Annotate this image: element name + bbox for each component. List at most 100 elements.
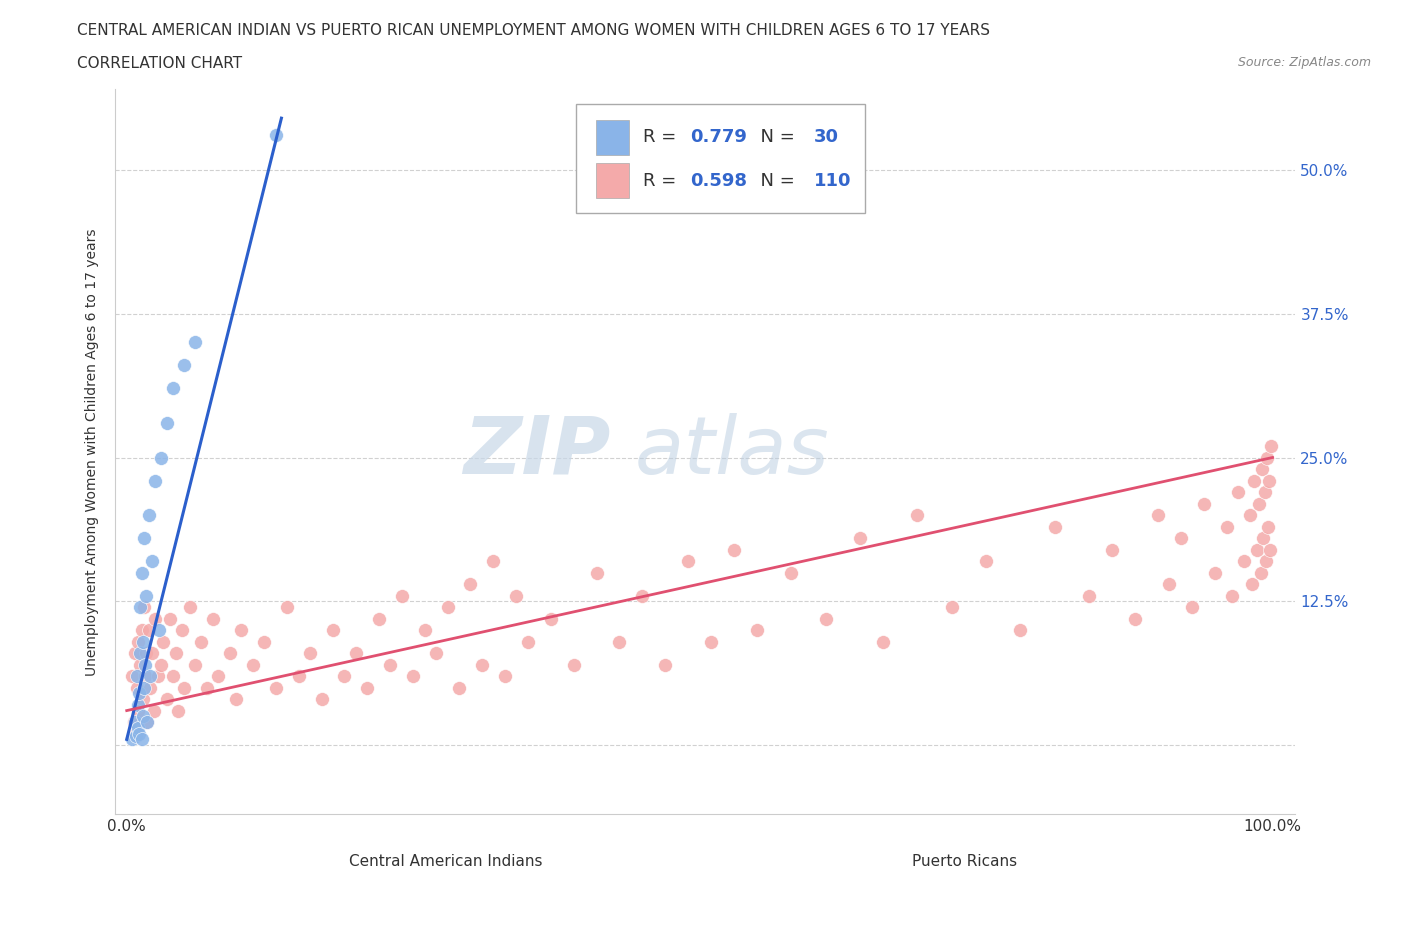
Point: [276, 600, 298, 615]
Point: [974, 553, 997, 568]
Text: CENTRAL AMERICAN INDIAN VS PUERTO RICAN UNEMPLOYMENT AMONG WOMEN WITH CHILDREN A: CENTRAL AMERICAN INDIAN VS PUERTO RICAN …: [77, 23, 990, 38]
Text: Puerto Ricans: Puerto Ricans: [912, 854, 1018, 869]
Point: [128, 726, 150, 741]
Text: Central American Indians: Central American Indians: [349, 854, 543, 869]
Point: [299, 645, 322, 660]
Point: [138, 622, 160, 637]
Point: [128, 686, 150, 701]
Point: [562, 658, 585, 672]
Point: [129, 658, 152, 672]
Point: [631, 588, 654, 603]
Point: [173, 358, 195, 373]
Point: [136, 714, 159, 729]
Point: [264, 128, 287, 143]
Point: [145, 473, 167, 488]
Point: [138, 680, 160, 695]
Point: [131, 732, 153, 747]
Point: [745, 622, 768, 637]
Point: [436, 600, 458, 615]
FancyBboxPatch shape: [596, 120, 628, 154]
Point: [253, 634, 276, 649]
Point: [447, 680, 470, 695]
Point: [138, 508, 160, 523]
Point: [1257, 519, 1279, 534]
Point: [1123, 611, 1146, 626]
Point: [127, 634, 149, 649]
Point: [1170, 531, 1192, 546]
Point: [1253, 531, 1275, 546]
Point: [131, 622, 153, 637]
Point: [723, 542, 745, 557]
Point: [1147, 508, 1170, 523]
Point: [129, 645, 152, 660]
Point: [150, 450, 173, 465]
Point: [1204, 565, 1226, 580]
Point: [145, 611, 167, 626]
Point: [505, 588, 527, 603]
Point: [676, 553, 699, 568]
Text: ZIP: ZIP: [464, 413, 612, 491]
Point: [134, 669, 156, 684]
Point: [127, 721, 149, 736]
Point: [391, 588, 413, 603]
Point: [132, 600, 155, 615]
Point: [121, 732, 143, 747]
Y-axis label: Unemployment Among Women with Children Ages 6 to 17 years: Unemployment Among Women with Children A…: [86, 228, 100, 675]
Point: [135, 645, 157, 660]
Point: [231, 622, 253, 637]
Point: [134, 658, 156, 672]
Point: [132, 531, 155, 546]
Point: [1250, 565, 1272, 580]
Point: [143, 703, 166, 718]
Point: [1258, 542, 1281, 557]
Point: [482, 553, 505, 568]
Point: [1043, 519, 1066, 534]
Point: [125, 669, 148, 684]
Point: [242, 658, 264, 672]
Point: [356, 680, 378, 695]
Point: [654, 658, 676, 672]
Point: [1258, 473, 1281, 488]
Point: [127, 698, 149, 712]
Point: [146, 669, 169, 684]
Point: [322, 622, 344, 637]
Point: [471, 658, 494, 672]
Text: R =: R =: [643, 172, 682, 190]
Point: [132, 634, 155, 649]
Point: [1159, 577, 1181, 591]
Point: [1192, 496, 1215, 511]
Text: N =: N =: [749, 128, 800, 146]
Point: [201, 611, 224, 626]
Point: [1181, 600, 1204, 615]
Point: [1256, 450, 1278, 465]
Point: [1247, 496, 1270, 511]
Point: [190, 634, 212, 649]
Point: [127, 703, 149, 718]
Point: [152, 634, 174, 649]
Point: [129, 600, 152, 615]
Point: [540, 611, 562, 626]
Point: [225, 692, 247, 707]
Point: [125, 728, 148, 743]
Point: [195, 680, 218, 695]
Text: 0.779: 0.779: [690, 128, 747, 146]
Point: [150, 658, 173, 672]
Point: [121, 669, 143, 684]
Point: [1243, 473, 1265, 488]
Point: [311, 692, 333, 707]
Point: [380, 658, 402, 672]
Point: [1240, 577, 1263, 591]
Point: [125, 726, 148, 741]
Point: [1233, 553, 1256, 568]
Point: [184, 335, 207, 350]
Point: [905, 508, 928, 523]
Point: [170, 622, 193, 637]
Point: [141, 645, 163, 660]
Point: [780, 565, 803, 580]
Point: [148, 622, 170, 637]
Point: [132, 692, 155, 707]
Point: [700, 634, 723, 649]
Text: R =: R =: [643, 128, 682, 146]
Point: [1010, 622, 1032, 637]
Point: [413, 622, 436, 637]
